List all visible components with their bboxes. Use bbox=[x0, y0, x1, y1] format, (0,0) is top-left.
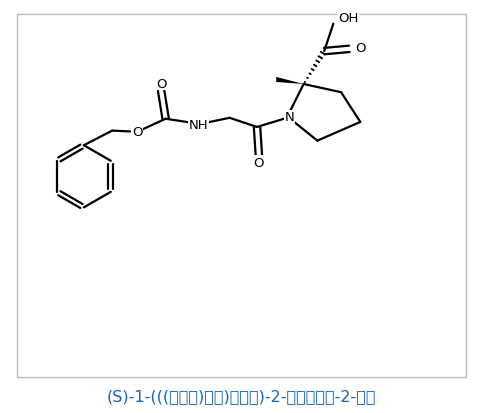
Text: O: O bbox=[254, 157, 264, 170]
Text: OH: OH bbox=[338, 12, 358, 25]
Text: NH: NH bbox=[189, 119, 208, 131]
Polygon shape bbox=[276, 78, 304, 85]
FancyBboxPatch shape bbox=[17, 15, 466, 377]
Text: O: O bbox=[156, 77, 166, 90]
Text: N: N bbox=[285, 111, 295, 124]
Text: O: O bbox=[132, 126, 142, 139]
Text: O: O bbox=[355, 42, 366, 55]
Text: (S)-1-(((苄氧基)羰基)甘氨酰)-2-甲基吡咯烷-2-羧酸: (S)-1-(((苄氧基)羰基)甘氨酰)-2-甲基吡咯烷-2-羧酸 bbox=[107, 388, 376, 403]
